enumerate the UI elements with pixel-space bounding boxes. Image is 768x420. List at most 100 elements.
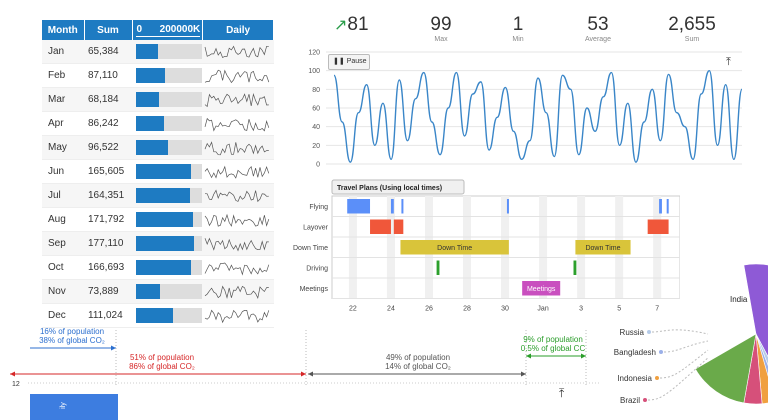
y-tick-label: 120 bbox=[308, 50, 320, 57]
title-tab bbox=[331, 179, 465, 195]
day-band bbox=[386, 196, 395, 299]
timeline-bar[interactable] bbox=[390, 199, 394, 214]
x-tick-label: 7 bbox=[655, 306, 659, 313]
export-icon[interactable]: ⤒ bbox=[559, 386, 565, 400]
sum-cell: 65,384 bbox=[84, 40, 132, 64]
sum-bar-cell bbox=[132, 303, 203, 328]
table-row: Jun 165,605 bbox=[42, 159, 274, 184]
trend-up-icon: ↗ bbox=[334, 17, 348, 34]
sum-bar bbox=[136, 44, 158, 59]
timeline-bar[interactable] bbox=[436, 260, 440, 276]
table-row: Feb 87,110 bbox=[42, 63, 274, 88]
timeline-bar[interactable] bbox=[573, 260, 577, 276]
pie-label: Russia bbox=[620, 328, 645, 337]
month-cell: Jun bbox=[42, 159, 84, 184]
sum-cell: 111,024 bbox=[84, 303, 132, 328]
sum-bar-cell bbox=[132, 63, 203, 88]
daily-sparkline-cell bbox=[202, 231, 274, 256]
timeline-bar[interactable] bbox=[400, 240, 509, 255]
daily-sparkline bbox=[204, 140, 269, 155]
x-tick-label: 28 bbox=[463, 306, 471, 313]
pie-label: Brazil bbox=[620, 396, 640, 405]
timeline-title: Travel Plans (Using local times) bbox=[337, 185, 442, 192]
x-tick-label: 24 bbox=[387, 306, 395, 313]
header-month[interactable]: Month bbox=[42, 20, 85, 40]
range-label: 0.5% of global CC bbox=[521, 344, 586, 353]
range-label: 51% of population bbox=[130, 353, 194, 362]
x-tick-label: 3 bbox=[579, 306, 583, 313]
sum-cell: 164,351 bbox=[84, 183, 132, 208]
sum-bar bbox=[136, 212, 193, 227]
y-tick-label: 80 bbox=[312, 87, 320, 94]
sum-bar-cell bbox=[132, 135, 203, 160]
sum-bar-cell bbox=[132, 255, 203, 280]
pause-icon: ❚❚ bbox=[333, 58, 345, 65]
sum-bar bbox=[136, 140, 168, 155]
range-label: 9% of population bbox=[523, 335, 583, 344]
row-label: Layover bbox=[303, 225, 329, 232]
sum-bar-cell bbox=[132, 40, 203, 64]
timeline-bar[interactable] bbox=[522, 281, 561, 296]
day-band bbox=[653, 196, 662, 299]
sum-bar bbox=[136, 260, 191, 275]
sum-bar bbox=[136, 284, 161, 299]
timeline-bar[interactable] bbox=[506, 199, 509, 214]
y-tick-label: 100 bbox=[308, 68, 320, 75]
sum-bar bbox=[136, 236, 195, 251]
sum-bar bbox=[136, 308, 173, 323]
table-row: May 96,522 bbox=[42, 135, 274, 160]
sum-cell: 171,792 bbox=[84, 207, 132, 232]
row-label: Flying bbox=[309, 204, 328, 211]
timeline-bar[interactable] bbox=[575, 240, 631, 255]
x-tick-label: 5 bbox=[617, 306, 621, 313]
timeline-bar[interactable] bbox=[666, 199, 669, 214]
kpi-average: 53 Average bbox=[585, 14, 611, 43]
x-tick-label: 22 bbox=[349, 306, 357, 313]
range-label: 16% of population bbox=[40, 327, 104, 336]
y-tick-label: 60 bbox=[312, 106, 320, 113]
timeline-bar[interactable] bbox=[647, 219, 669, 235]
daily-sparkline-cell bbox=[202, 183, 274, 208]
range-label: 49% of population bbox=[386, 353, 450, 362]
month-cell: Feb bbox=[42, 63, 84, 88]
series-line bbox=[333, 69, 743, 163]
sum-bar bbox=[136, 116, 165, 131]
table-row: Mar 68,184 bbox=[42, 87, 274, 112]
sum-cell: 177,110 bbox=[84, 231, 132, 256]
month-cell: May bbox=[42, 135, 84, 160]
timeline-bar[interactable] bbox=[347, 199, 371, 214]
pause-button[interactable]: ❚❚ Pause bbox=[328, 54, 370, 70]
sum-cell: 87,110 bbox=[84, 63, 132, 88]
pie-label: Bangladesh bbox=[614, 348, 656, 357]
header-sum[interactable]: Sum bbox=[84, 20, 133, 40]
daily-sparkline bbox=[204, 69, 269, 83]
x-tick-label: 26 bbox=[425, 306, 433, 313]
month-cell: Apr bbox=[42, 111, 84, 136]
pie-slice[interactable] bbox=[694, 333, 757, 404]
daily-sparkline bbox=[204, 45, 269, 58]
kpi-min: 1 Min bbox=[512, 14, 524, 43]
daily-sparkline-cell bbox=[202, 159, 274, 184]
sum-bar-cell bbox=[132, 183, 203, 208]
sum-cell: 96,522 bbox=[84, 135, 132, 160]
range-label: 86% of global CO₂ bbox=[129, 362, 195, 371]
timeline-bar[interactable] bbox=[393, 219, 404, 235]
month-cell: Sep bbox=[42, 231, 84, 256]
table-row: Sep 177,110 bbox=[42, 231, 274, 256]
pie-label: Indonesia bbox=[617, 374, 652, 383]
daily-sparkline-cell bbox=[202, 40, 274, 64]
table-row: Dec 111,024 bbox=[42, 303, 274, 328]
timeline-bar[interactable] bbox=[659, 199, 662, 214]
export-icon[interactable]: ⤒ bbox=[726, 56, 731, 68]
monthly-table: Month Sum 0 200000K Daily Jan 65,384 Feb 87… bbox=[42, 20, 274, 328]
sum-cell: 86,242 bbox=[84, 111, 132, 136]
sum-bar-cell bbox=[132, 207, 203, 232]
partial-tile: ily bbox=[30, 394, 118, 420]
daily-sparkline-cell bbox=[202, 111, 274, 136]
timeline-bar[interactable] bbox=[401, 199, 404, 214]
timeline-bar[interactable] bbox=[370, 219, 391, 235]
table-row: Aug 171,792 bbox=[42, 207, 274, 232]
header-daily[interactable]: Daily bbox=[202, 20, 274, 40]
sum-bar-cell bbox=[132, 279, 203, 304]
